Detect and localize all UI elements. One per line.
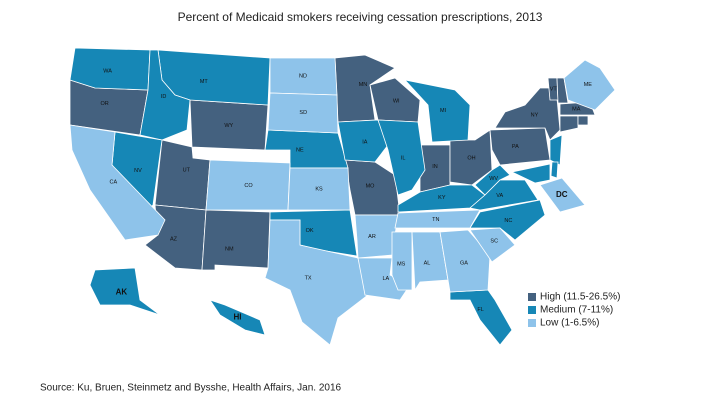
state xyxy=(287,167,351,211)
state-label: NC xyxy=(504,218,512,224)
state xyxy=(267,92,339,134)
legend-swatch xyxy=(528,293,536,301)
state xyxy=(411,231,449,292)
state xyxy=(201,209,271,271)
state-label: MI xyxy=(440,108,447,114)
state xyxy=(489,127,551,166)
state xyxy=(354,214,399,259)
state xyxy=(209,299,266,336)
state-label: PA xyxy=(512,144,519,150)
state-label: UT xyxy=(183,167,191,173)
state xyxy=(391,231,413,291)
state xyxy=(439,229,491,293)
state xyxy=(539,177,586,213)
state xyxy=(403,79,471,143)
state-label: IN xyxy=(432,164,438,170)
state-label: AR xyxy=(368,234,376,240)
state-label: KY xyxy=(438,195,446,201)
state-label: ME xyxy=(584,82,593,88)
state-label: MN xyxy=(359,82,368,88)
us-map: OR WY UT AZ NM MN WI MO IN OH PA NY VT MA WA MT ID NV NE IA… xyxy=(69,47,616,346)
state xyxy=(337,119,389,163)
state xyxy=(89,267,161,316)
state-label: HI xyxy=(234,313,242,322)
legend-swatch xyxy=(528,306,536,314)
state xyxy=(449,289,513,346)
state-label: IA xyxy=(362,139,368,145)
state xyxy=(550,161,559,179)
state-label: AL xyxy=(424,261,431,267)
state-label: NY xyxy=(531,112,539,118)
state-label: WI xyxy=(393,98,400,104)
state-label: SC xyxy=(490,239,498,245)
state-label: CO xyxy=(244,183,253,189)
state-label: KS xyxy=(315,186,323,192)
state xyxy=(549,134,563,166)
state xyxy=(377,119,426,196)
title: Percent of Medicaid smokers receiving ce… xyxy=(178,10,543,24)
state-label: ID xyxy=(161,94,167,100)
state-label: IL xyxy=(401,155,406,161)
state-label: DC xyxy=(556,190,568,199)
state-label: VT xyxy=(550,86,558,92)
state-label: OK xyxy=(306,228,314,234)
state-label: TN xyxy=(432,217,439,223)
state xyxy=(469,227,516,263)
state-label: WV xyxy=(489,176,498,182)
state-label: AZ xyxy=(170,236,178,242)
state-label: SD xyxy=(299,110,307,116)
state xyxy=(563,59,616,111)
legend-label: High (11.5-26.5%) xyxy=(540,292,620,303)
state xyxy=(510,163,551,184)
state-label: WY xyxy=(224,123,233,129)
state xyxy=(264,219,369,346)
source: Source: Ku, Bruen, Steinmetz and Bysshe,… xyxy=(40,383,342,394)
legend-label: Medium (7-11%) xyxy=(540,305,613,316)
state-label: NE xyxy=(296,147,304,153)
state xyxy=(394,209,481,229)
state-label: OH xyxy=(467,155,475,161)
state-label: FL xyxy=(477,307,483,313)
state-label: LA xyxy=(382,276,389,282)
state xyxy=(577,115,589,126)
state-label: MS xyxy=(397,261,406,267)
state xyxy=(559,115,579,133)
state-label: MO xyxy=(366,184,376,190)
state-label: VA xyxy=(496,193,503,199)
state-label: TX xyxy=(305,276,312,282)
state-label: NV xyxy=(134,168,142,174)
state-label: WA xyxy=(103,69,112,75)
state xyxy=(556,77,569,104)
legend-swatch xyxy=(528,319,536,327)
state xyxy=(397,184,486,213)
state xyxy=(69,47,151,91)
state xyxy=(69,124,166,241)
legend: High (11.5-26.5%) Medium (7-11%) Low (1-6.… xyxy=(528,292,620,329)
state-label: GA xyxy=(460,261,468,267)
state xyxy=(139,49,191,141)
state-label: AK xyxy=(116,288,128,297)
state-label: OR xyxy=(100,101,108,107)
state-label: CA xyxy=(110,180,118,186)
legend-label: Low (1-6.5%) xyxy=(540,318,599,329)
state-label: NM xyxy=(225,247,234,253)
state xyxy=(369,77,421,123)
state-label: MA xyxy=(572,106,581,112)
state-label: ND xyxy=(299,73,307,79)
state-label: MT xyxy=(200,79,209,85)
